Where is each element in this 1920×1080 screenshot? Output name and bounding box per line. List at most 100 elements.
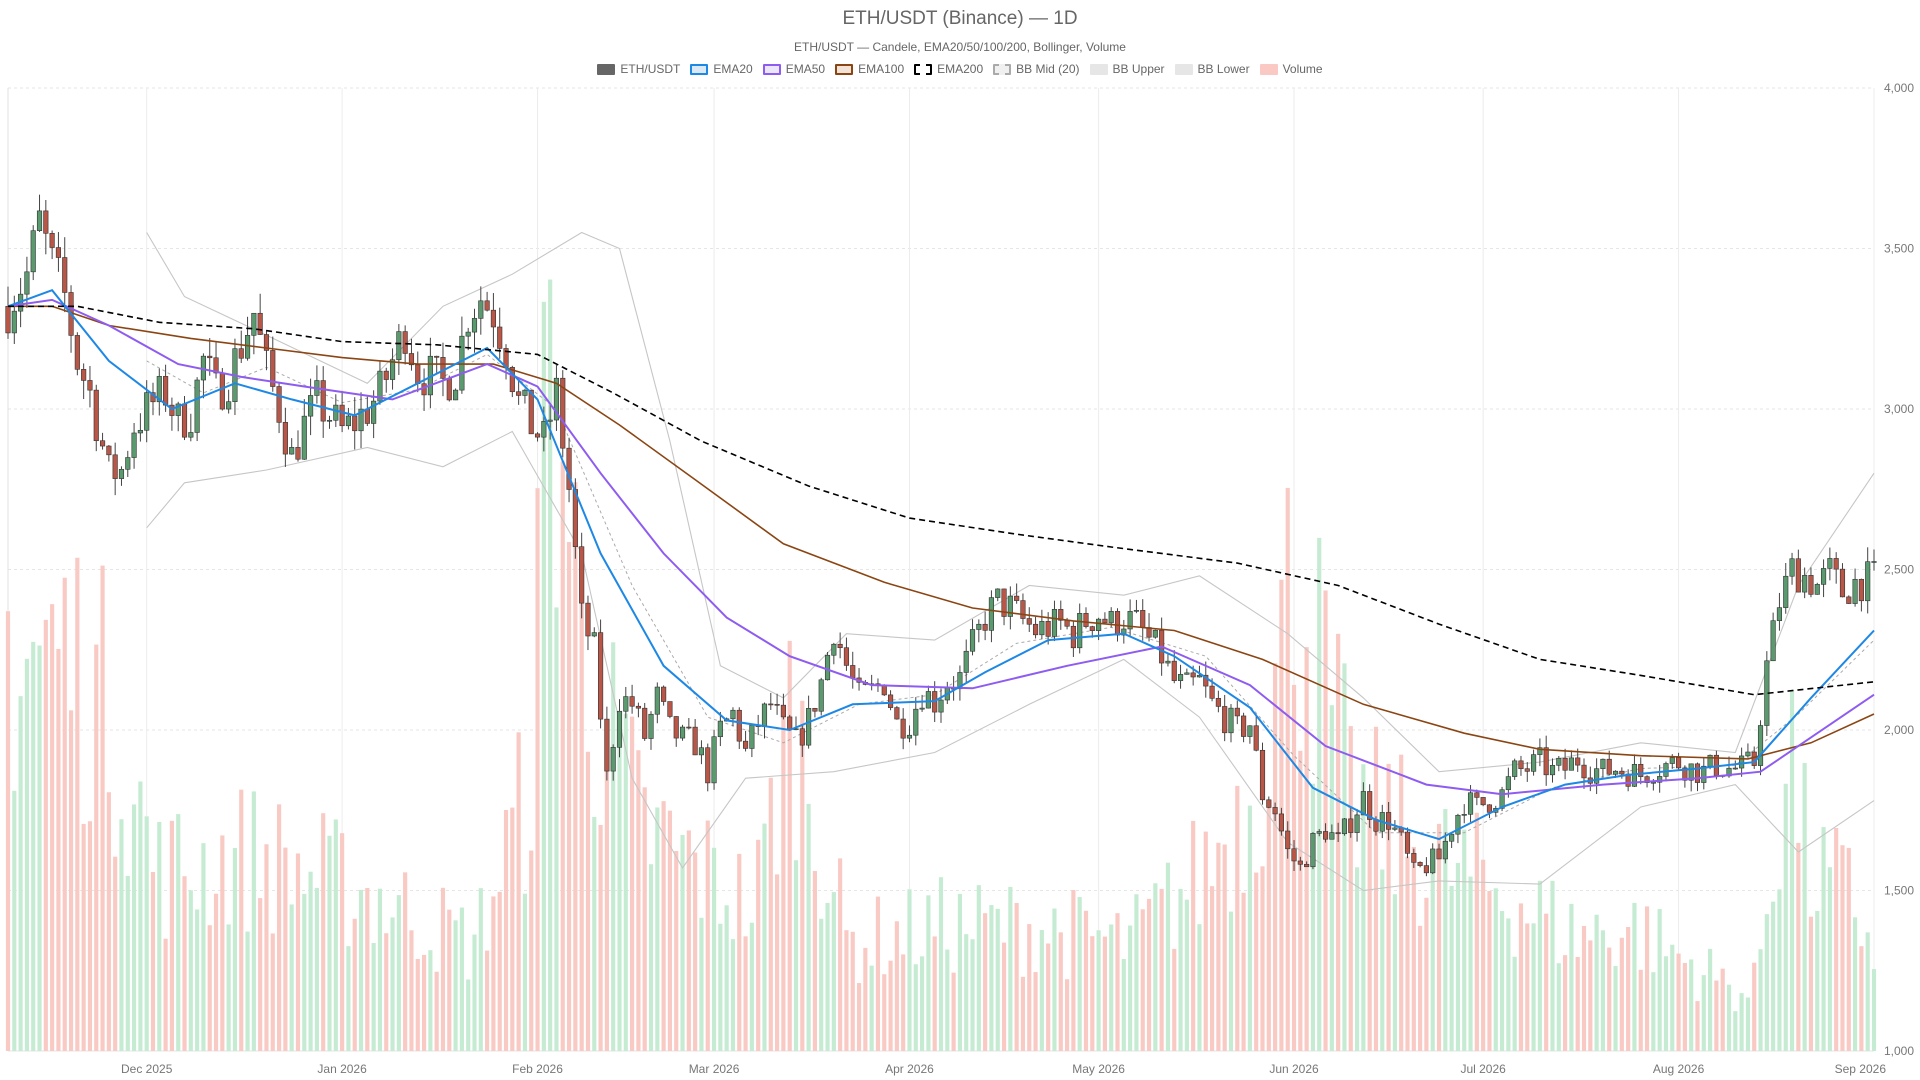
candle-body <box>1600 758 1606 769</box>
volume-bar <box>1348 726 1353 1051</box>
candle-body <box>1644 776 1650 783</box>
legend-item[interactable]: Volume <box>1259 62 1323 76</box>
legend-swatch <box>1259 63 1278 75</box>
candle-body <box>528 389 534 435</box>
chart-subtitle: ETH/USDT — Candele, EMA20/50/100/200, Bo… <box>794 40 1126 54</box>
candle-body <box>263 334 270 351</box>
candle-body <box>516 391 522 396</box>
volume-bar <box>1695 1001 1700 1051</box>
candle-body <box>1247 725 1253 737</box>
volume-bar <box>1689 959 1694 1051</box>
candle-body <box>824 654 831 681</box>
volume-bar <box>132 804 137 1051</box>
candle-body <box>465 331 471 337</box>
volume-bar <box>258 898 263 1051</box>
legend-item[interactable]: EMA50 <box>762 62 825 76</box>
volume-bar <box>642 787 647 1051</box>
legend-item[interactable]: BB Upper <box>1089 62 1165 76</box>
candle-body <box>1386 812 1392 830</box>
volume-bar <box>705 820 710 1051</box>
volume-bar <box>113 856 118 1051</box>
candle-body <box>1505 776 1511 791</box>
candles <box>5 194 1877 877</box>
volume-bar <box>756 839 761 1051</box>
volume-bar <box>251 791 256 1051</box>
candle-body <box>383 370 389 380</box>
volume-bar <box>1676 953 1681 1051</box>
volume-bar <box>106 792 111 1051</box>
volume-bar <box>554 607 559 1051</box>
candle-body <box>925 691 931 709</box>
candle-body <box>686 726 692 729</box>
volume-bar <box>1783 783 1788 1051</box>
candle-body <box>982 623 988 631</box>
volume-bar <box>976 885 981 1051</box>
volume-bar <box>68 710 74 1051</box>
candle-body <box>969 629 976 652</box>
volume-bar <box>220 835 225 1051</box>
candle-body <box>333 404 339 421</box>
candle-body <box>238 348 244 359</box>
x-tick-label: May 2026 <box>1072 1062 1125 1076</box>
candle-body <box>1657 776 1663 783</box>
x-tick-label: Jul 2026 <box>1460 1062 1506 1076</box>
legend-item[interactable]: EMA100 <box>835 62 904 76</box>
volume-bar <box>346 946 351 1051</box>
candle-body <box>1316 831 1322 834</box>
candle-body <box>49 233 55 248</box>
candle-body <box>1348 818 1354 833</box>
candle-body <box>408 353 415 366</box>
candle-body <box>1152 629 1158 638</box>
candle-body <box>459 335 465 391</box>
legend-item[interactable]: EMA200 <box>914 62 983 76</box>
volume-bar <box>1474 812 1479 1051</box>
candle-body <box>1020 600 1026 619</box>
legend-item[interactable]: BB Lower <box>1174 62 1250 76</box>
legend-label: BB Mid (20) <box>1016 62 1080 76</box>
candle-body <box>1032 623 1039 636</box>
legend-item[interactable]: ETH/USDT <box>597 62 680 76</box>
candle-body <box>1581 764 1587 779</box>
volume-bar <box>901 954 906 1051</box>
candle-body <box>125 457 131 470</box>
candle-body <box>913 708 919 736</box>
candle-body <box>389 359 396 380</box>
volume-bar <box>882 974 887 1051</box>
candle-body <box>698 747 705 756</box>
legend-item[interactable]: EMA20 <box>690 62 753 76</box>
volume-bar <box>87 821 93 1051</box>
candle-body <box>566 447 572 490</box>
volume-bar <box>497 891 502 1051</box>
candle-body <box>490 309 496 328</box>
candle-body <box>509 367 515 393</box>
volume-bar <box>730 939 736 1051</box>
volume-bar <box>1058 932 1063 1051</box>
volume-bar <box>1840 845 1845 1051</box>
volume-bar <box>617 728 622 1051</box>
candle-body <box>1222 706 1228 734</box>
volume-bar <box>762 823 767 1051</box>
volume-bar <box>1197 924 1202 1051</box>
volume-bar <box>1411 847 1416 1051</box>
volume-bar <box>1512 956 1517 1051</box>
candle-body <box>36 210 43 232</box>
legend-item[interactable]: BB Mid (20) <box>993 62 1080 76</box>
x-tick-label: Jun 2026 <box>1269 1062 1319 1076</box>
candle-body <box>434 355 440 358</box>
candle-body <box>1140 610 1146 628</box>
candle-body <box>705 747 711 784</box>
x-tick-label: Apr 2026 <box>885 1062 934 1076</box>
volume-bar <box>548 279 553 1051</box>
volume-bar <box>466 979 471 1051</box>
volume-bar <box>1014 903 1019 1051</box>
volume-bar <box>1052 908 1057 1051</box>
volume-bar <box>491 896 496 1051</box>
volume-bar <box>1525 923 1530 1051</box>
candle-body <box>131 432 137 458</box>
volume-bar <box>1165 862 1171 1051</box>
volume-bar <box>1846 847 1851 1051</box>
volume-bar <box>1380 869 1385 1051</box>
volume-bar <box>1336 633 1341 1051</box>
candle-body <box>1663 763 1669 777</box>
candle-body <box>1026 618 1032 625</box>
